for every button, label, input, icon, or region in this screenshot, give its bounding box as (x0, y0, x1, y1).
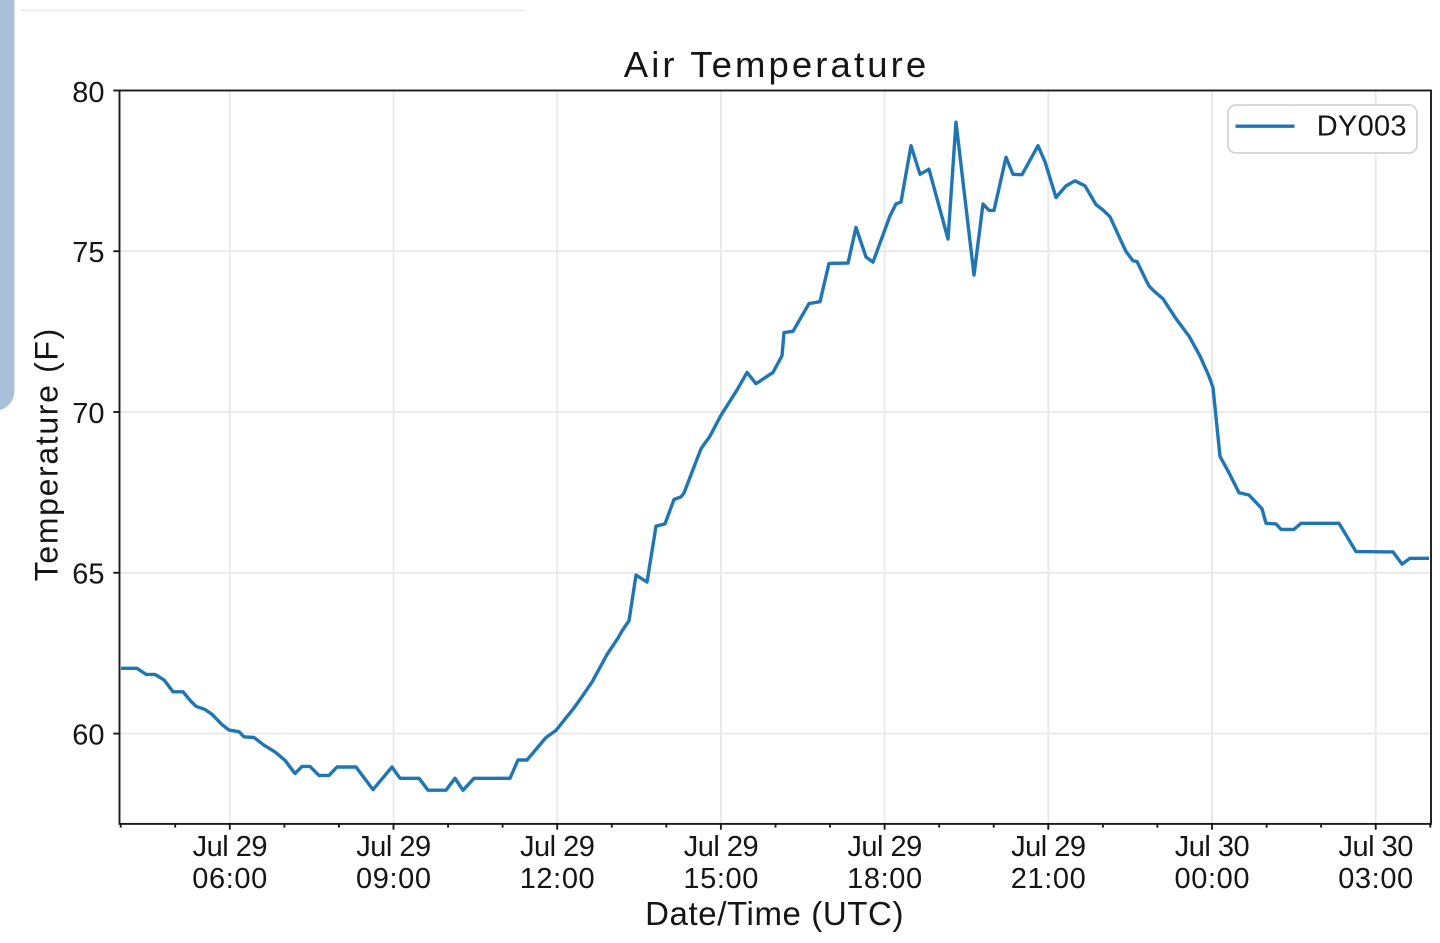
svg-text:12:00: 12:00 (520, 863, 596, 895)
svg-text:09:00: 09:00 (356, 863, 432, 895)
svg-text:03:00: 03:00 (1338, 863, 1414, 895)
svg-text:70: 70 (72, 398, 104, 430)
svg-text:18:00: 18:00 (847, 863, 923, 895)
svg-text:Jul 29: Jul 29 (847, 831, 921, 863)
svg-text:75: 75 (72, 237, 104, 269)
svg-text:06:00: 06:00 (192, 863, 268, 895)
svg-text:Temperature (F): Temperature (F) (29, 327, 65, 581)
svg-text:Jul 29: Jul 29 (1011, 831, 1085, 863)
svg-text:DY003: DY003 (1317, 110, 1407, 142)
svg-text:65: 65 (72, 559, 104, 591)
svg-text:60: 60 (72, 719, 104, 751)
svg-text:Date/Time (UTC): Date/Time (UTC) (645, 895, 904, 932)
svg-text:Jul 29: Jul 29 (356, 831, 430, 863)
svg-text:15:00: 15:00 (683, 863, 759, 895)
svg-text:Air Temperature: Air Temperature (624, 44, 930, 85)
svg-text:21:00: 21:00 (1011, 863, 1087, 895)
svg-text:Jul 29: Jul 29 (520, 831, 594, 863)
svg-text:Jul 30: Jul 30 (1175, 831, 1249, 863)
svg-text:Jul 30: Jul 30 (1339, 831, 1413, 863)
svg-text:Jul 29: Jul 29 (193, 831, 267, 863)
svg-text:80: 80 (72, 77, 104, 109)
svg-text:00:00: 00:00 (1175, 863, 1251, 895)
svg-text:Jul 29: Jul 29 (684, 831, 758, 863)
